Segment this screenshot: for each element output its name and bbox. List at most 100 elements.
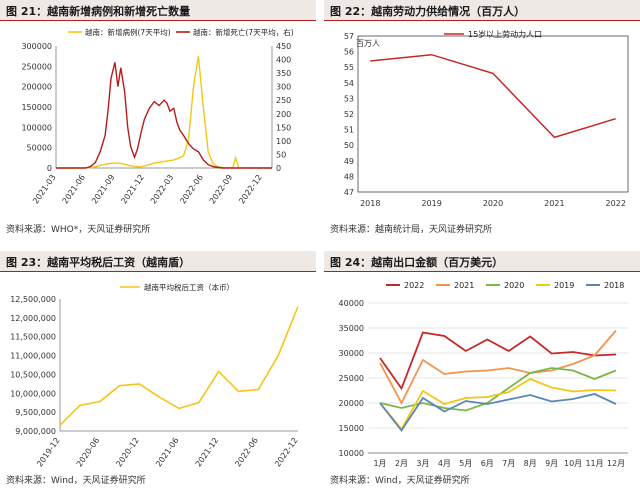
average-wage-chart: 9,000,000 9,500,000 10,000,000 10,500,000 11… [10,282,299,469]
title-bar: 图 23：越南平均税后工资（越南盾） [0,251,316,272]
y-tick-label: 40000 [339,299,364,308]
x-tick-label: 2022-03 [149,173,176,206]
chart-title: 图 24：越南出口金额（百万美元） [330,256,504,269]
y-tick-label: 10,500,000 [10,370,56,379]
y-tick-label: 54 [344,79,354,88]
y-tick-label: 57 [344,32,354,41]
y2-tick-label: 50 [276,150,286,159]
x-tick-label: 2021-12 [194,436,221,469]
series-line [379,331,617,391]
y-tick-label: 9,500,000 [15,408,56,417]
series-line [56,56,273,169]
y-tick-label: 48 [344,172,354,181]
legend-label: 15岁以上劳动力人口 [468,29,542,39]
series-line [379,329,617,405]
x-tick-label: 5月 [459,459,472,468]
legend-label: 2019 [554,281,574,290]
title-bar: 图 24：越南出口金额（百万美元） [324,251,640,272]
x-tick-label: 2021-09 [90,173,117,206]
y-tick-label: 15000 [339,424,364,433]
y-tick-label: 47 [344,188,354,197]
y-tick-label: 55 [344,63,354,72]
y-tick-label: 100000 [21,123,52,132]
chart-area: 0 50000 100000 150000 200000 250000 300000 0 50 1… [0,22,316,222]
y-tick-label: 9,000,000 [15,427,56,436]
chart-panel-cases-deaths: 图 21：越南新增病例和新增死亡数量 0 50000 100000 150000 200… [0,0,316,250]
y-tick-label: 53 [344,94,354,103]
x-tick-label: 12月 [607,459,625,468]
y-tick-label: 52 [344,110,354,119]
y-tick-label: 51 [344,126,354,135]
y-tick-label: 20000 [339,399,364,408]
legend-label: 2022 [404,281,424,290]
y-tick-label: 10,000,000 [10,389,56,398]
x-tick-label: 2020-12 [114,436,141,469]
y-tick-label: 30000 [339,349,364,358]
y-tick-label: 11,000,000 [10,352,56,361]
x-tick-label: 2021-06 [154,436,181,469]
y-tick-label: 10000 [339,449,364,458]
y-tick-label: 56 [344,48,354,57]
series-line [56,62,272,169]
x-tick-label: 2月 [395,459,408,468]
y-tick-label: 300000 [21,42,52,51]
y-tick-label: 49 [344,157,354,166]
title-bar: 图 22：越南劳动力供给情况（百万人） [324,0,640,21]
y2-tick-label: 300 [276,83,291,92]
x-tick-label: 2021 [544,199,564,208]
source-note: 资料来源：越南统计局，天风证券研究所 [330,225,493,235]
y-tick-label: 50 [344,141,354,150]
x-tick-label: 7月 [502,459,515,468]
legend-label: 2021 [454,281,474,290]
chart-area: 10000 15000 20000 25000 30000 35000 40000 1月 2月 3… [324,273,640,473]
exports-chart: 10000 15000 20000 25000 30000 35000 40000 1月 2月 3… [339,281,628,468]
y2-tick-label: 450 [276,42,291,51]
x-tick-label: 2022-12 [237,173,264,206]
x-tick-label: 2020 [483,199,503,208]
y2-tick-label: 250 [276,96,291,105]
chart-title: 图 23：越南平均税后工资（越南盾） [6,256,191,269]
cases-deaths-chart: 0 50000 100000 150000 200000 250000 300000 0 50 1… [21,27,294,206]
y2-tick-label: 150 [276,123,291,132]
x-tick-label: 1月 [373,459,386,468]
x-tick-label: 2019-12 [35,436,62,469]
series-line [379,377,617,431]
y2-tick-label: 0 [276,164,281,173]
y-tick-label: 150000 [21,103,52,112]
x-tick-label: 2021-06 [61,173,88,206]
y2-tick-label: 350 [276,69,291,78]
x-tick-label: 2021-03 [31,173,58,206]
y-tick-label: 12,500,000 [10,295,56,304]
x-tick-label: 9月 [545,459,558,468]
legend-label: 2020 [504,281,524,290]
y-unit-label: 百万人 [356,39,380,48]
x-tick-label: 4月 [438,459,451,468]
legend-label: 2018 [604,281,624,290]
y-tick-label: 35000 [339,324,364,333]
chart-panel-labor-supply: 图 22：越南劳动力供给情况（百万人） 47 48 49 50 51 52 53 54 55 56… [324,0,640,250]
x-tick-label: 3月 [416,459,429,468]
source-note: 资料来源：WHO*，天风证券研究所 [6,225,151,235]
y-tick-label: 11,500,000 [10,333,56,342]
y2-tick-label: 100 [276,137,291,146]
y-tick-label: 50000 [27,144,52,153]
source-note: 资料来源：Wind，天风证券研究所 [6,476,146,486]
x-tick-label: 2019 [421,199,441,208]
x-tick-label: 11月 [585,459,603,468]
x-tick-label: 2022-06 [178,173,205,206]
y2-tick-label: 200 [276,110,291,119]
x-tick-label: 10月 [564,459,582,468]
series-line [370,53,616,139]
chart-panel-exports: 图 24：越南出口金额（百万美元） 10000 15000 20000 25000 30… [324,251,640,501]
y-tick-label: 25000 [339,374,364,383]
x-tick-label: 2022-09 [208,173,235,206]
y-tick-label: 250000 [21,62,52,71]
x-tick-label: 2022 [606,199,626,208]
chart-panel-average-wage: 图 23：越南平均税后工资（越南盾） 9,000,000 9,500,000 10,… [0,251,316,501]
x-tick-label: 8月 [524,459,537,468]
title-bar: 图 21：越南新增病例和新增死亡数量 [0,0,316,21]
legend-label: 越南：新增死亡(7天平均，右) [193,27,294,37]
x-tick-label: 2022-06 [233,436,260,469]
legend-label: 越南：新增病例(7天平均) [85,27,171,37]
